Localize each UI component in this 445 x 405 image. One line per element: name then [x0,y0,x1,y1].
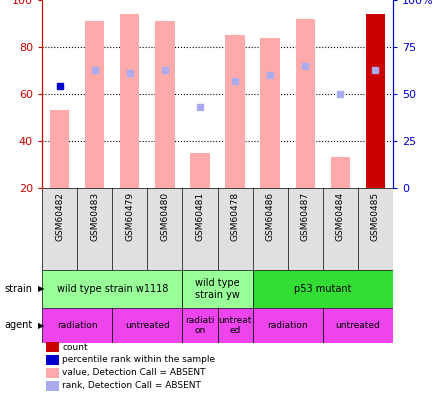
Text: ▶: ▶ [38,321,44,330]
Text: wild type strain w1118: wild type strain w1118 [57,284,168,294]
Bar [323,308,393,343]
Text: strain: strain [4,284,32,294]
Bar [42,308,112,343]
Text: GSM60482: GSM60482 [55,192,64,241]
Bar [155,21,174,188]
Text: GSM60478: GSM60478 [231,192,239,241]
Text: wild type
strain yw: wild type strain yw [195,278,240,300]
Bar [85,21,104,188]
Text: GSM60479: GSM60479 [125,192,134,241]
Text: untreat
ed: untreat ed [218,316,252,335]
Text: untreated: untreated [125,321,170,330]
Text: radiation: radiation [267,321,308,330]
Text: ▶: ▶ [38,284,44,294]
Bar [331,158,350,188]
Text: GSM60487: GSM60487 [301,192,310,241]
Text: GSM60481: GSM60481 [195,192,204,241]
Text: radiati
on: radiati on [185,316,214,335]
Text: agent: agent [4,320,32,330]
Text: radiation: radiation [57,321,97,330]
Text: GSM60484: GSM60484 [336,192,345,241]
Bar [366,14,385,188]
Bar [112,308,182,343]
Text: rank, Detection Call = ABSENT: rank, Detection Call = ABSENT [62,381,201,390]
Bar [260,38,280,188]
Bar [295,19,315,188]
Text: GSM60485: GSM60485 [371,192,380,241]
Bar [218,308,253,343]
Text: GSM60486: GSM60486 [266,192,275,241]
Bar [120,14,139,188]
Bar [253,308,323,343]
Bar [182,270,253,308]
Text: untreated: untreated [336,321,380,330]
Bar [190,153,210,188]
Text: percentile rank within the sample: percentile rank within the sample [62,356,215,364]
Text: value, Detection Call = ABSENT: value, Detection Call = ABSENT [62,368,206,377]
Text: count: count [62,343,88,352]
Bar [42,270,182,308]
Text: GSM60483: GSM60483 [90,192,99,241]
Bar [50,111,69,188]
Text: GSM60480: GSM60480 [160,192,170,241]
Text: p53 mutant: p53 mutant [294,284,352,294]
Bar [226,35,245,188]
Bar [182,308,218,343]
Bar [253,270,393,308]
